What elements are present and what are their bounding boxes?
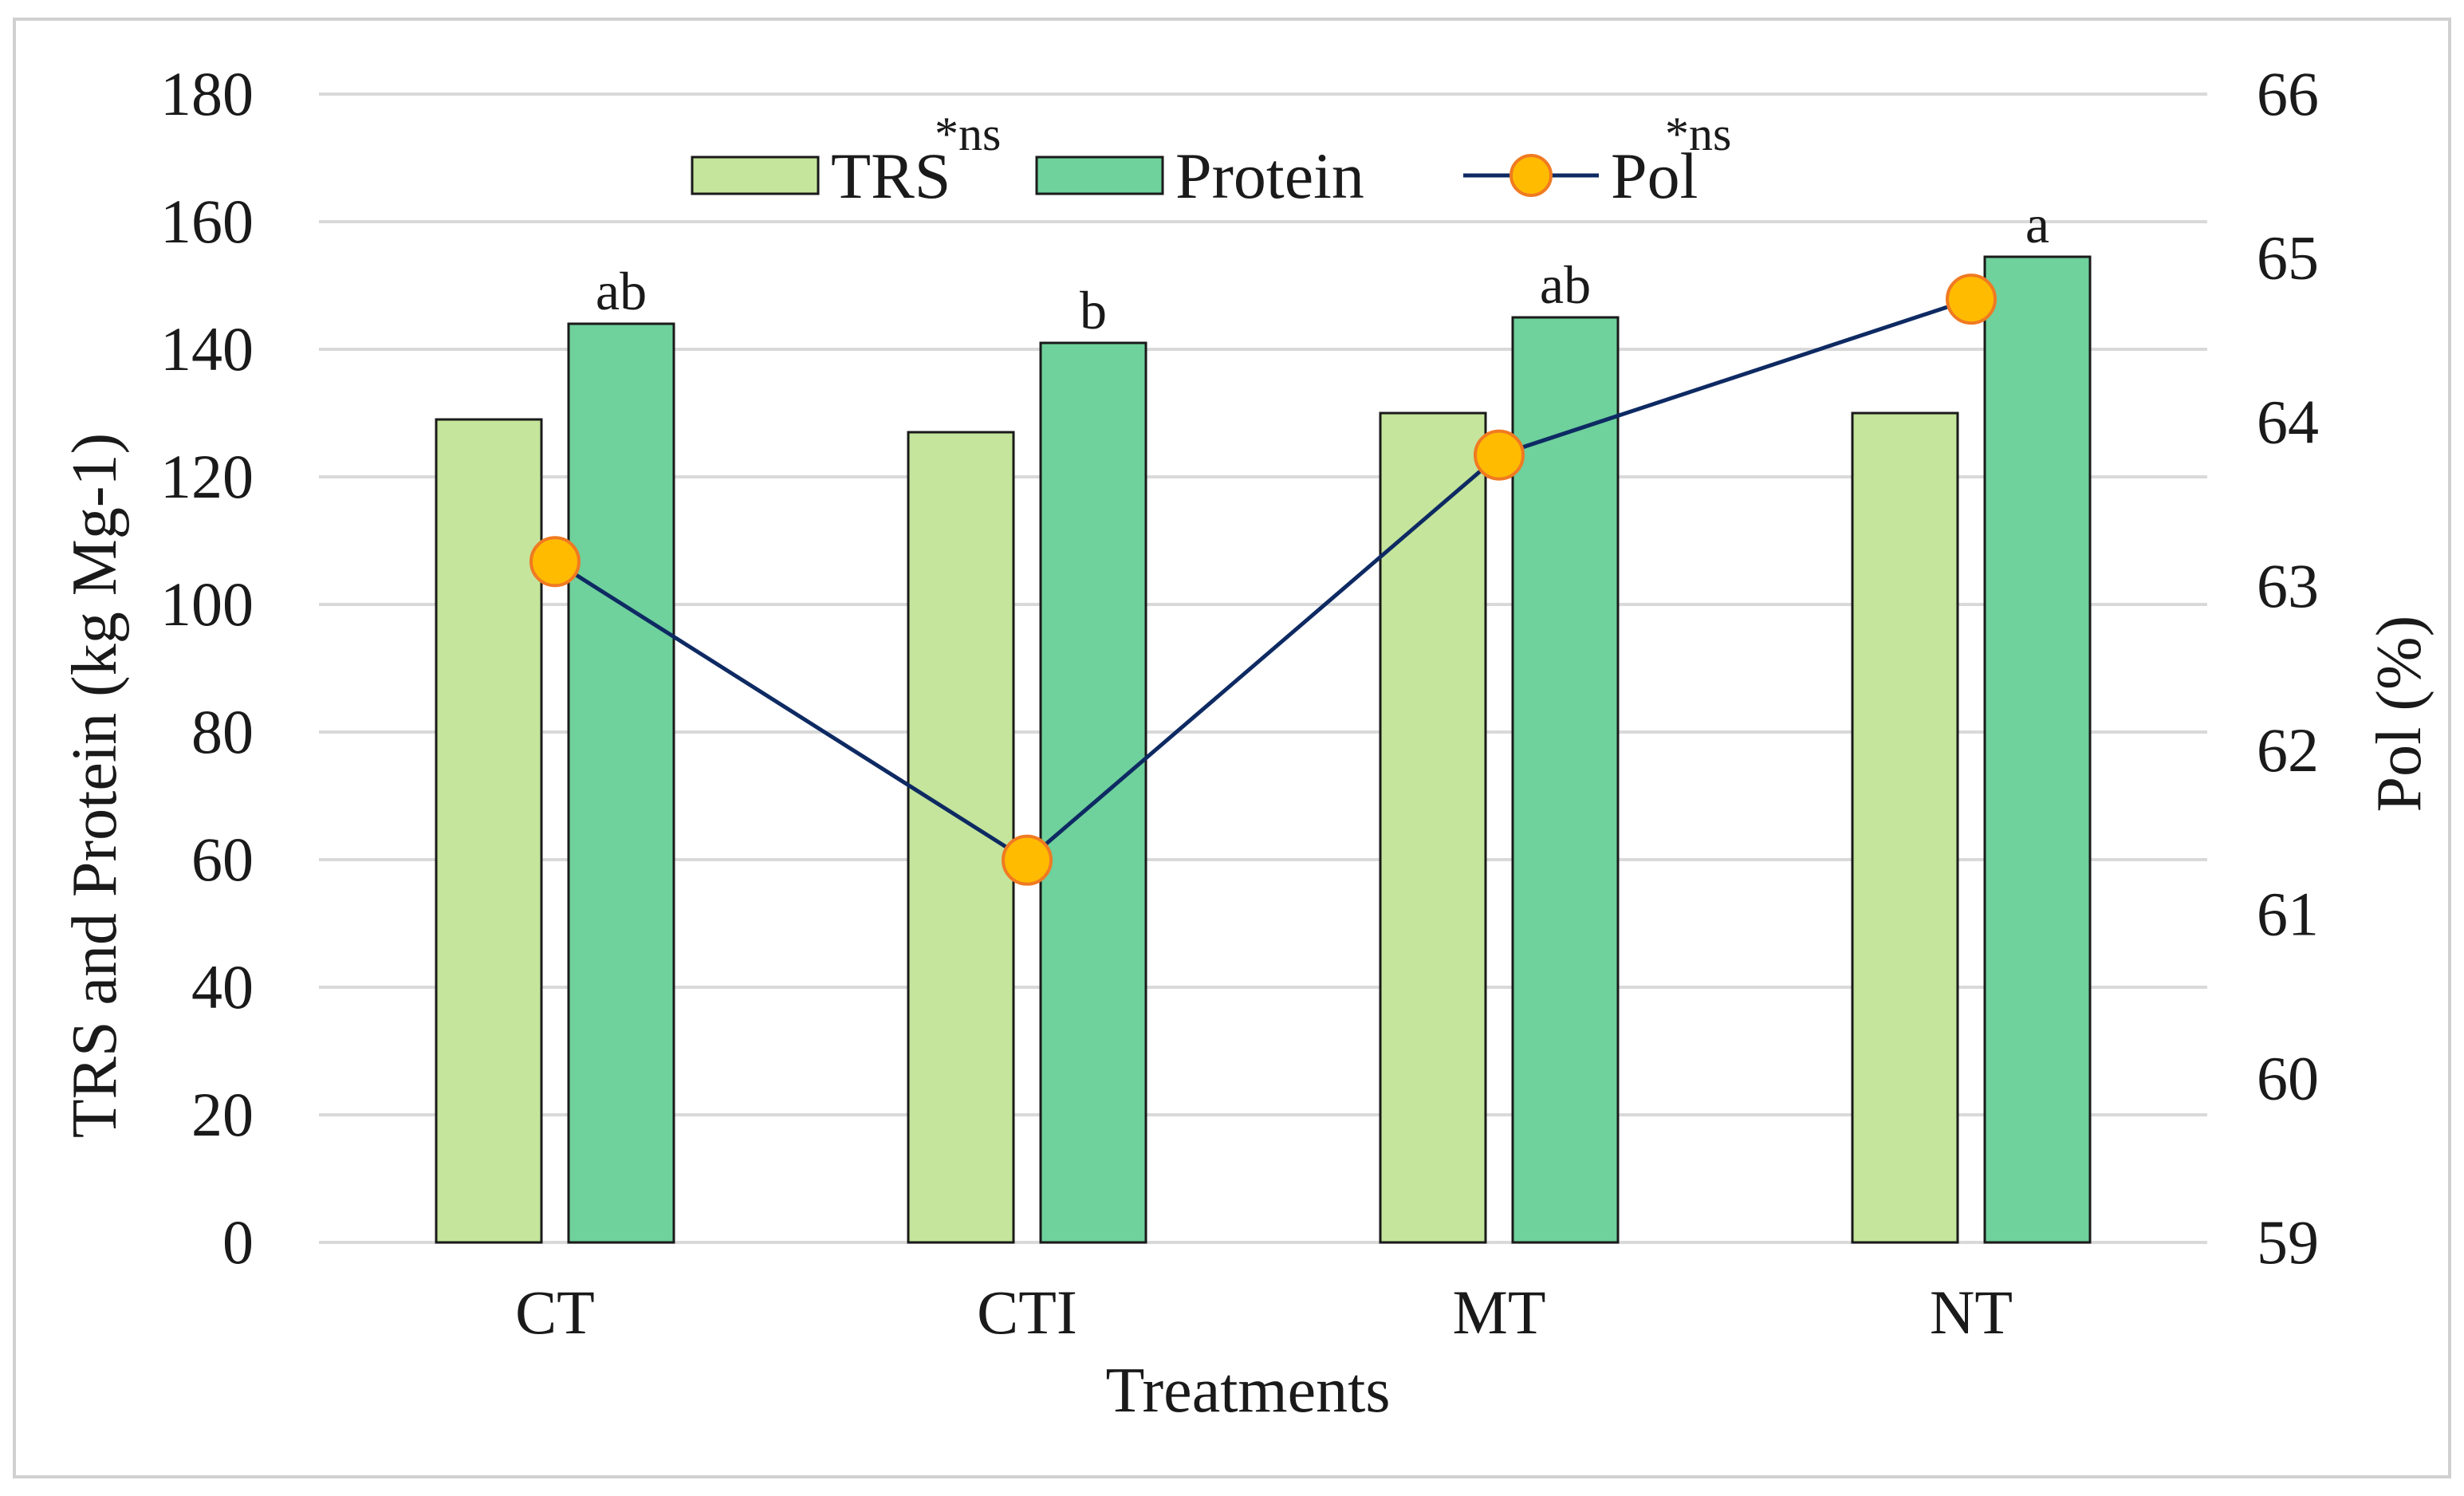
y-right-tick-label: 60 xyxy=(2257,1043,2319,1112)
legend-swatch-trs xyxy=(691,156,820,195)
y-tick-label: 80 xyxy=(191,697,254,766)
x-tick-label: NT xyxy=(1930,1278,2013,1347)
bar-protein-mt xyxy=(1511,316,1620,1244)
y-right-tick-label: 61 xyxy=(2257,880,2319,949)
x-tick-label: CT xyxy=(515,1278,595,1347)
y-right-tick-label: 65 xyxy=(2257,223,2319,293)
y-right-tick-label: 63 xyxy=(2257,551,2319,620)
y-tick-label: 180 xyxy=(160,59,254,128)
y-tick-label: 160 xyxy=(160,187,254,256)
x-tick-label: MT xyxy=(1453,1278,1546,1347)
bar-protein-nt xyxy=(1983,255,2092,1244)
pol-point-nt xyxy=(1946,274,1997,325)
legend-swatch-protein xyxy=(1035,156,1164,195)
legend-sup-trs: *ns xyxy=(935,108,1001,160)
y-axis-title: TRS and Protein (kg Mg-1) xyxy=(60,433,130,1138)
bar-protein-ct xyxy=(567,322,675,1244)
x-tick-label: CTI xyxy=(977,1278,1077,1347)
bar-trs-mt xyxy=(1379,411,1487,1244)
pol-point-ct xyxy=(529,536,581,588)
legend: TRS *ns Protein Pol *ns xyxy=(691,108,1731,212)
legend-marker-pol xyxy=(1509,154,1553,197)
x-axis-title: Treatments xyxy=(1105,1356,1390,1426)
bar-trs-nt xyxy=(1851,411,1959,1244)
bar-trs-cti xyxy=(907,431,1015,1244)
significance-labels: ab b ab a xyxy=(596,194,2049,341)
y-tick-label: 20 xyxy=(191,1080,254,1149)
y-tick-label: 0 xyxy=(222,1207,254,1277)
pol-point-mt xyxy=(1474,429,1525,481)
significance-label: ab xyxy=(596,261,647,321)
y-right-tick-label: 62 xyxy=(2257,715,2319,785)
y-tick-label: 40 xyxy=(191,952,254,1022)
y-tick-label: 100 xyxy=(160,569,254,639)
bar-trs-ct xyxy=(435,418,543,1244)
significance-label: a xyxy=(2025,194,2049,254)
legend-label-trs: TRS xyxy=(831,140,951,212)
bar-protein-cti xyxy=(1039,341,1147,1244)
legend-sup-pol: *ns xyxy=(1665,108,1731,160)
y-right-tick-label: 66 xyxy=(2257,59,2319,128)
y-tick-label: 120 xyxy=(160,442,254,511)
legend-label-protein: Protein xyxy=(1175,140,1364,212)
pol-line xyxy=(553,297,1972,863)
pol-series xyxy=(529,274,1997,886)
y-right-tick-label: 59 xyxy=(2257,1207,2319,1277)
bars xyxy=(435,255,2092,1244)
y-axis-right-title: Pol (%) xyxy=(2364,616,2434,813)
right-axis-ticks: 59 60 61 62 63 64 65 66 xyxy=(2257,59,2319,1277)
left-axis-ticks: 0 20 40 60 80 100 120 140 160 180 xyxy=(160,59,254,1277)
y-tick-label: 60 xyxy=(191,825,254,894)
y-tick-label: 140 xyxy=(160,314,254,384)
x-axis-ticks: CT CTI MT NT xyxy=(515,1278,2013,1347)
pol-point-cti xyxy=(1002,834,1053,886)
legend-label-pol: Pol xyxy=(1611,140,1698,212)
y-right-tick-label: 64 xyxy=(2257,387,2319,456)
significance-label: b xyxy=(1080,280,1107,341)
significance-label: ab xyxy=(1540,254,1591,315)
